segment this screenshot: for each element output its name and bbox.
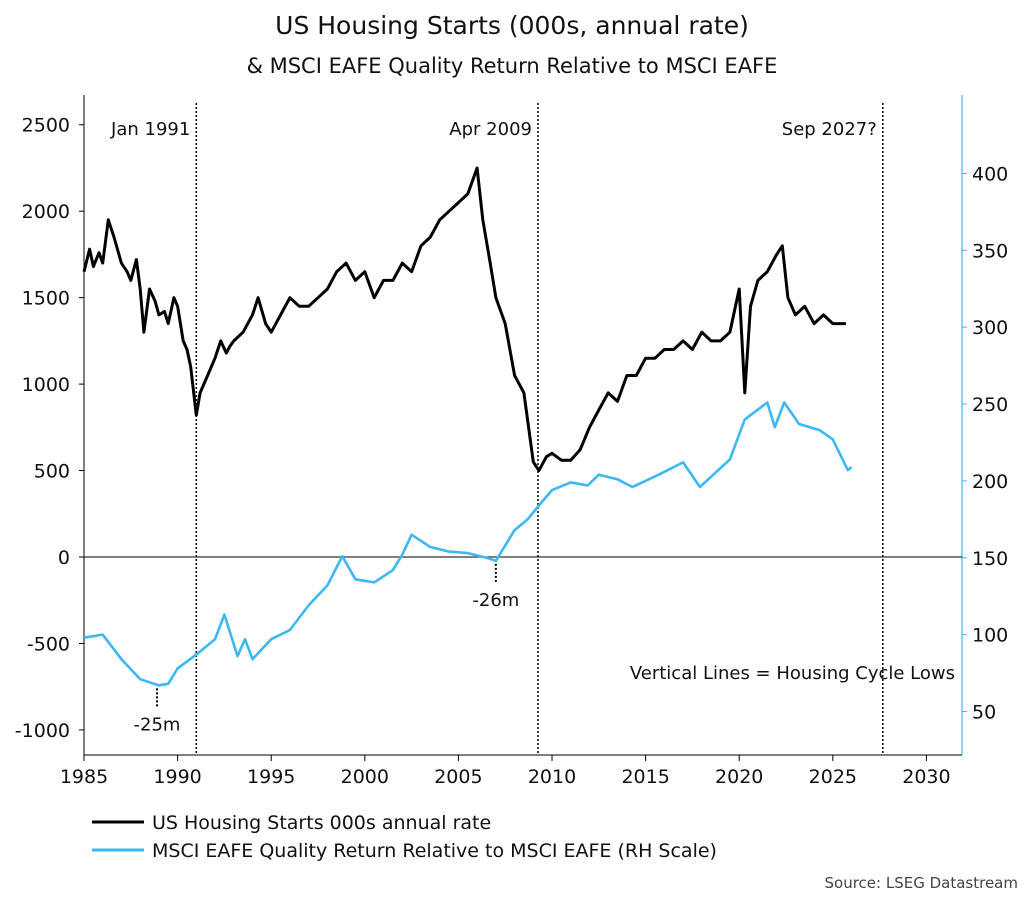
- legend: US Housing Starts 000s annual rate MSCI …: [92, 812, 717, 862]
- y-right-tick-label: 200: [972, 471, 1008, 493]
- cycle-low-label: Sep 2027?: [782, 119, 877, 140]
- x-tick-label: 2025: [809, 766, 857, 788]
- y-right-tick-label: 50: [972, 701, 996, 723]
- y-left-tick-label: 1500: [22, 288, 70, 310]
- chart-title: US Housing Starts (000s, annual rate): [275, 11, 749, 40]
- annotation-label: -25m: [134, 714, 181, 735]
- axes: 2500 2000 1500 1000 500 0 -500 -1000 400 350 300 25…: [15, 95, 1008, 788]
- y-right-tick-label: 100: [972, 625, 1008, 647]
- annotations: -25m -26m: [134, 563, 519, 735]
- cycle-low-label: Jan 1991: [110, 119, 190, 140]
- y-right-tick-label: 300: [972, 317, 1008, 339]
- series-group: [82, 166, 853, 687]
- legend-label-housing: US Housing Starts 000s annual rate: [152, 812, 491, 834]
- y-left-tick-label: -1000: [15, 720, 70, 742]
- x-tick-label: 2015: [621, 766, 669, 788]
- x-tick-label: 2005: [434, 766, 482, 788]
- cycle-low-label: Apr 2009: [449, 119, 532, 140]
- x-tick-label: 1985: [60, 766, 108, 788]
- annotation-label: -26m: [472, 590, 519, 611]
- x-tick-label: 2000: [341, 766, 389, 788]
- y-left-tick-label: 500: [34, 461, 70, 483]
- y-left-tick-label: 2500: [22, 115, 70, 137]
- x-tick-label: 1995: [247, 766, 295, 788]
- housing-starts-line: [82, 166, 846, 473]
- legend-label-msci: MSCI EAFE Quality Return Relative to MSC…: [152, 840, 717, 862]
- source-note: Source: LSEG Datastream: [825, 874, 1018, 892]
- msci-quality-line: [83, 401, 853, 687]
- y-right-tick-label: 150: [972, 548, 1008, 570]
- y-left-tick-label: 0: [58, 547, 70, 569]
- x-tick-label: 2010: [528, 766, 576, 788]
- y-left-tick-label: -500: [27, 633, 70, 655]
- chart-subtitle: & MSCI EAFE Quality Return Relative to M…: [247, 54, 778, 78]
- x-tick-label: 1990: [153, 766, 201, 788]
- y-right-tick-label: 250: [972, 394, 1008, 416]
- y-right-tick-label: 350: [972, 240, 1008, 262]
- vertical-lines: Jan 1991 Apr 2009 Sep 2027?: [110, 103, 884, 755]
- x-tick-label: 2030: [902, 766, 950, 788]
- y-left-tick-label: 2000: [22, 201, 70, 223]
- vertical-lines-note: Vertical Lines = Housing Cycle Lows: [630, 663, 955, 684]
- x-tick-label: 2020: [715, 766, 763, 788]
- y-right-tick-label: 400: [972, 163, 1008, 185]
- y-left-tick-label: 1000: [22, 374, 70, 396]
